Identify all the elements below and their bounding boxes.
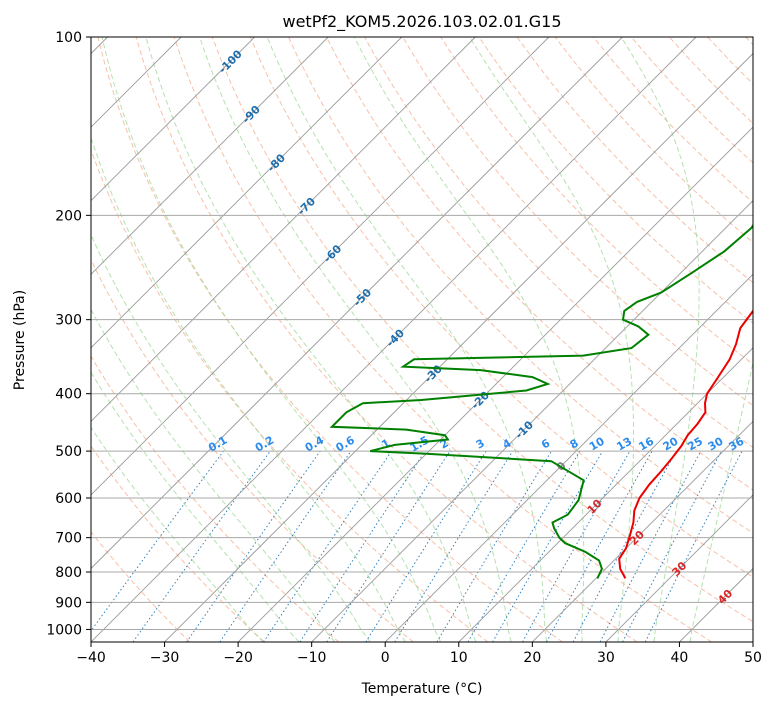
mixing-ratio-lines <box>91 450 743 642</box>
mixing-ratio-line <box>326 450 451 642</box>
isotherm <box>91 37 550 496</box>
isotherm <box>91 37 403 349</box>
isotherm <box>91 37 697 642</box>
temperature-profile <box>618 309 753 579</box>
y-tick-label: 200 <box>55 208 82 224</box>
mixing-ratio-line <box>644 450 743 642</box>
moist-adiabat <box>101 37 442 642</box>
x-tick-label: −40 <box>76 650 106 666</box>
dry-adiabats <box>91 37 753 642</box>
dry-adiabat <box>97 37 563 642</box>
y-tick-label: 1000 <box>46 622 82 638</box>
x-tick-label: 50 <box>744 650 762 666</box>
mixing-ratio-line <box>263 450 392 642</box>
dry-adiabat <box>91 531 191 642</box>
y-tick-label: 500 <box>55 444 82 460</box>
isotherm <box>91 37 476 422</box>
mixing-ratio-line <box>91 450 224 632</box>
dry-adiabat <box>91 355 340 642</box>
dewpoint-profile <box>329 223 753 579</box>
moist-adiabat <box>91 136 406 642</box>
dry-adiabat <box>91 445 265 642</box>
isotherm <box>458 347 753 642</box>
x-axis: −40 −30 −20 −10 0 10 20 30 40 50 <box>76 642 762 666</box>
dry-adiabat <box>402 37 753 407</box>
moist-adiabat <box>620 37 700 642</box>
dry-adiabat <box>516 37 753 284</box>
y-axis-label: Pressure (hPa) <box>12 290 28 390</box>
dry-adiabat <box>249 37 753 578</box>
isotherm <box>237 126 753 642</box>
isotherm <box>384 273 753 642</box>
mixing-ratio-line <box>186 450 321 642</box>
y-tick-label: 600 <box>55 491 82 507</box>
x-tick-label: −20 <box>223 650 253 666</box>
mixing-ratio-line <box>219 450 352 642</box>
x-tick-label: 0 <box>381 650 390 666</box>
x-tick-label: 20 <box>523 650 541 666</box>
x-tick-label: 40 <box>671 650 689 666</box>
mixing-ratio-line <box>546 450 653 642</box>
mixing-ratio-line <box>572 450 677 642</box>
isotherms <box>91 37 753 642</box>
mixing-ratio-line <box>299 450 426 642</box>
x-tick-label: −10 <box>297 650 327 666</box>
moist-adiabat <box>91 233 371 642</box>
y-tick-label: 700 <box>55 531 82 547</box>
isotherm <box>91 37 255 202</box>
isobars <box>91 37 753 630</box>
dry-adiabat <box>478 37 753 324</box>
y-tick-label: 900 <box>55 595 82 611</box>
dry-adiabat <box>91 148 489 642</box>
y-tick-label: 800 <box>55 565 82 581</box>
x-tick-label: 10 <box>450 650 468 666</box>
mixing-ratio-line <box>522 450 631 642</box>
y-tick-label: 100 <box>55 30 82 46</box>
x-axis-label: Temperature (°C) <box>361 681 483 697</box>
dry-adiabat <box>326 37 753 491</box>
y-axis: 100 200 300 400 500 600 700 800 900 1000 <box>46 30 91 638</box>
mixing-ratio-line <box>394 450 514 642</box>
isotherm <box>605 494 753 642</box>
isotherm <box>311 200 753 642</box>
isotherm <box>91 37 623 570</box>
moist-adiabat <box>469 37 634 642</box>
chart-title: wetPf2_KOM5.2026.103.02.01.G15 <box>282 12 561 32</box>
y-tick-label: 400 <box>55 387 82 403</box>
moist-adiabat <box>91 308 336 642</box>
x-tick-label: 30 <box>597 650 615 666</box>
isotherm <box>164 52 753 642</box>
mixing-ratio-line <box>132 450 271 642</box>
moist-adiabat <box>145 37 477 642</box>
moist-adiabats <box>91 37 753 642</box>
dry-adiabat <box>135 37 638 642</box>
moist-adiabat <box>199 37 512 642</box>
moist-adiabat <box>266 37 548 642</box>
moist-adiabat <box>689 360 753 642</box>
plot-area: -100-90-80-70-60-50-40-30-20-10010203040… <box>91 37 753 642</box>
isotherm <box>532 420 753 642</box>
dry-adiabat <box>211 37 753 623</box>
isotherm <box>91 37 329 275</box>
plot-frame <box>90 36 754 643</box>
x-tick-label: −30 <box>150 650 180 666</box>
y-tick-label: 300 <box>55 313 82 329</box>
